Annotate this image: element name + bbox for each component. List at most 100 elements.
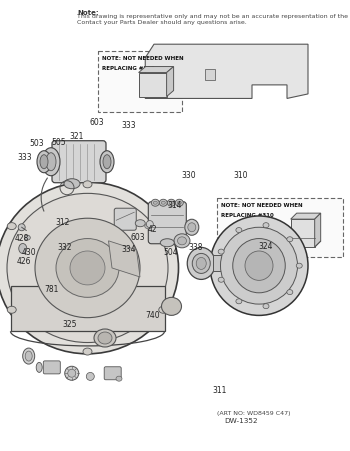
Ellipse shape	[70, 251, 105, 285]
Ellipse shape	[25, 351, 32, 361]
Text: (ART NO: WD8459 C47): (ART NO: WD8459 C47)	[217, 410, 290, 415]
Ellipse shape	[46, 153, 56, 171]
Text: REPLACING #325: REPLACING #325	[102, 66, 155, 71]
Ellipse shape	[151, 200, 159, 207]
Ellipse shape	[83, 181, 92, 189]
Ellipse shape	[210, 216, 308, 316]
Bar	[10, 286, 164, 331]
Text: 740: 740	[145, 311, 160, 320]
Bar	[291, 220, 315, 248]
Ellipse shape	[116, 376, 122, 382]
Ellipse shape	[185, 220, 199, 236]
FancyBboxPatch shape	[43, 361, 60, 374]
Ellipse shape	[145, 224, 152, 229]
Ellipse shape	[245, 251, 273, 281]
Text: 338: 338	[188, 243, 203, 252]
Polygon shape	[108, 241, 140, 277]
Ellipse shape	[18, 224, 25, 231]
Ellipse shape	[169, 202, 173, 205]
Ellipse shape	[236, 299, 242, 304]
Text: 430: 430	[21, 247, 36, 256]
Text: 426: 426	[16, 256, 31, 265]
Text: Note:: Note:	[77, 10, 99, 16]
Text: 312: 312	[55, 218, 70, 227]
Ellipse shape	[56, 239, 119, 298]
Ellipse shape	[192, 254, 210, 274]
Ellipse shape	[7, 223, 16, 230]
Ellipse shape	[40, 156, 48, 169]
Ellipse shape	[83, 348, 92, 355]
Text: 332: 332	[57, 243, 72, 252]
Text: 325: 325	[62, 319, 77, 328]
Polygon shape	[291, 214, 321, 220]
Ellipse shape	[236, 228, 242, 233]
Ellipse shape	[7, 194, 168, 343]
Ellipse shape	[161, 298, 182, 316]
FancyBboxPatch shape	[52, 142, 106, 183]
Ellipse shape	[167, 200, 175, 207]
Ellipse shape	[23, 348, 35, 364]
Ellipse shape	[146, 221, 153, 228]
Bar	[98, 52, 182, 113]
FancyBboxPatch shape	[104, 367, 121, 380]
Ellipse shape	[175, 200, 183, 207]
Text: 330: 330	[181, 170, 196, 179]
Ellipse shape	[153, 202, 157, 205]
FancyBboxPatch shape	[148, 202, 186, 244]
Text: This drawing is representative only and may not be an accurate representation of: This drawing is representative only and …	[77, 14, 350, 19]
Ellipse shape	[218, 278, 224, 283]
Ellipse shape	[159, 307, 168, 313]
Text: 333: 333	[18, 152, 33, 161]
Text: 333: 333	[121, 121, 136, 130]
Text: 321: 321	[69, 132, 84, 141]
Ellipse shape	[68, 369, 76, 377]
Text: 603: 603	[131, 232, 146, 241]
Ellipse shape	[177, 202, 181, 205]
Ellipse shape	[188, 223, 196, 232]
Ellipse shape	[159, 223, 168, 230]
Text: 504: 504	[163, 247, 178, 256]
Bar	[217, 198, 343, 257]
Ellipse shape	[103, 156, 111, 169]
Ellipse shape	[7, 307, 16, 313]
Ellipse shape	[64, 179, 80, 189]
Text: 42: 42	[147, 225, 157, 234]
Ellipse shape	[35, 219, 140, 318]
Ellipse shape	[196, 258, 206, 270]
Ellipse shape	[98, 332, 112, 344]
Text: 310: 310	[233, 170, 248, 179]
Ellipse shape	[19, 244, 27, 254]
Ellipse shape	[37, 152, 51, 173]
Polygon shape	[205, 70, 215, 81]
Ellipse shape	[174, 235, 190, 248]
Ellipse shape	[86, 373, 94, 381]
Ellipse shape	[100, 152, 114, 173]
Ellipse shape	[42, 148, 60, 176]
Text: 334: 334	[121, 245, 136, 254]
FancyBboxPatch shape	[114, 209, 136, 231]
Ellipse shape	[218, 249, 224, 254]
Text: REPLACING #310: REPLACING #310	[221, 212, 274, 217]
Ellipse shape	[287, 290, 293, 295]
Ellipse shape	[263, 223, 269, 228]
FancyArrowPatch shape	[41, 179, 47, 212]
Text: Contact your Parts Dealer should any questions arise.: Contact your Parts Dealer should any que…	[77, 20, 247, 25]
Polygon shape	[139, 67, 174, 74]
Ellipse shape	[24, 235, 30, 241]
Ellipse shape	[187, 248, 215, 280]
Ellipse shape	[159, 200, 167, 207]
Ellipse shape	[287, 237, 293, 242]
Text: NOTE: NOT NEEDED WHEN: NOTE: NOT NEEDED WHEN	[221, 202, 303, 207]
Text: 311: 311	[212, 385, 227, 394]
Ellipse shape	[160, 239, 174, 247]
Ellipse shape	[65, 367, 79, 380]
Text: DW-1352: DW-1352	[224, 417, 258, 423]
Ellipse shape	[177, 237, 187, 245]
Text: 324: 324	[258, 241, 273, 250]
Ellipse shape	[220, 228, 298, 304]
Text: 428: 428	[14, 234, 29, 243]
Polygon shape	[145, 45, 308, 99]
Ellipse shape	[36, 363, 42, 373]
Ellipse shape	[263, 304, 269, 309]
Ellipse shape	[161, 202, 165, 205]
